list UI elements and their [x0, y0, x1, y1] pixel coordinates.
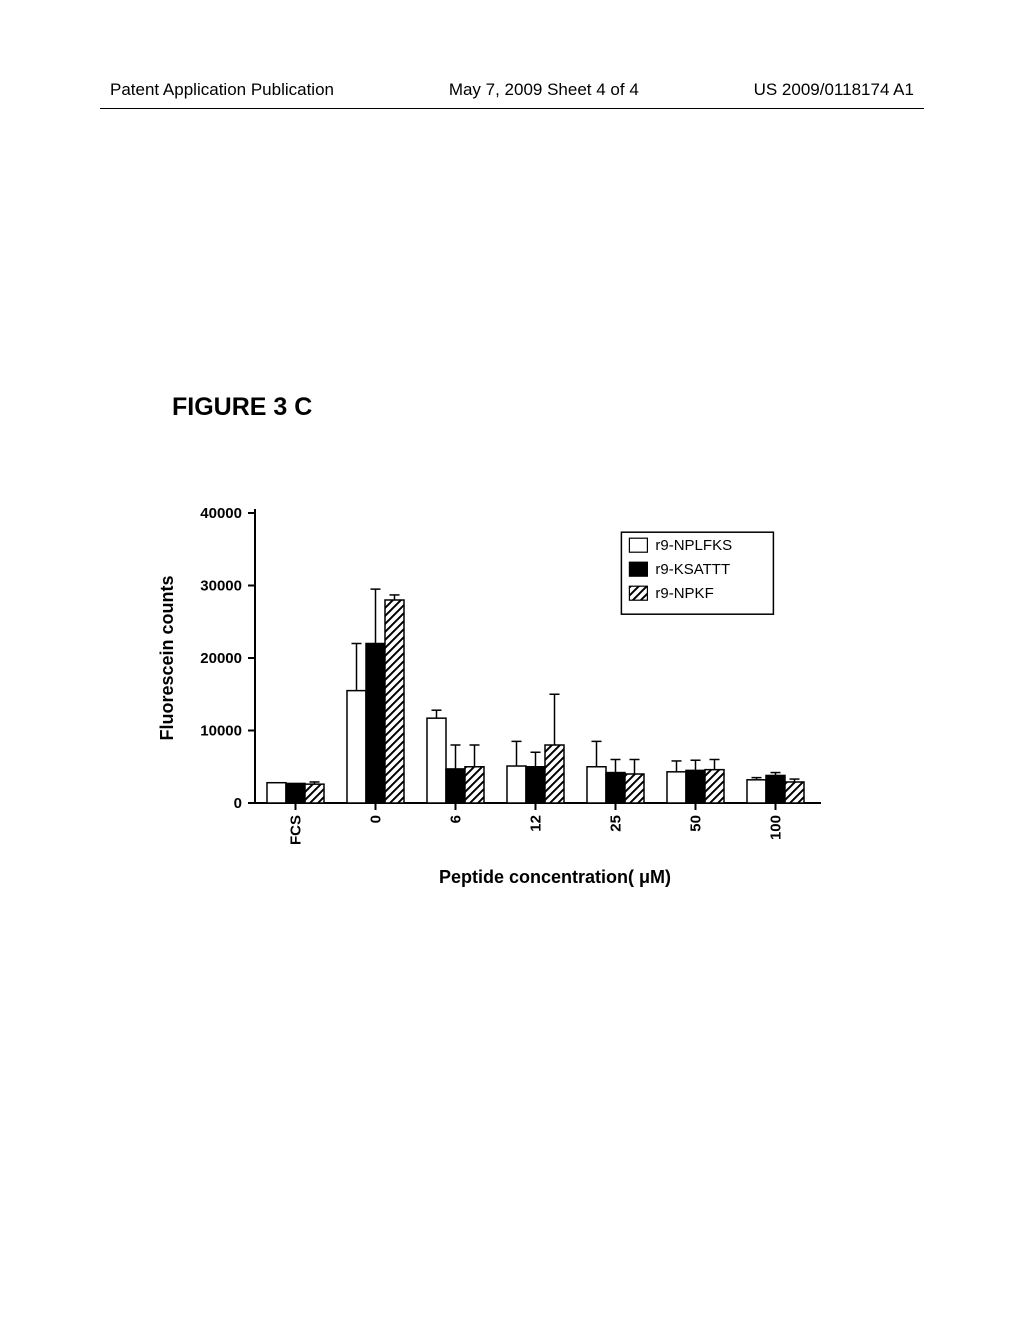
svg-text:r9-KSATTT: r9-KSATTT	[655, 561, 730, 578]
svg-text:r9-NPKF: r9-NPKF	[655, 585, 713, 602]
svg-text:r9-NPLFKS: r9-NPLFKS	[655, 537, 732, 554]
svg-text:25: 25	[608, 815, 625, 832]
svg-text:Peptide concentration( μM): Peptide concentration( μM)	[439, 867, 671, 887]
page-header: Patent Application Publication May 7, 20…	[0, 80, 1024, 100]
svg-text:12: 12	[528, 815, 545, 832]
figure-label: FIGURE 3 C	[172, 393, 312, 422]
svg-text:50: 50	[688, 815, 705, 832]
svg-text:6: 6	[448, 815, 465, 823]
bar-chart: 0 10000 20000 30000 40000 Fluorescein counts F…	[140, 493, 860, 943]
header-center: May 7, 2009 Sheet 4 of 4	[449, 80, 639, 100]
header-right: US 2009/0118174 A1	[754, 80, 914, 100]
svg-text:0: 0	[234, 795, 242, 812]
svg-text:30000: 30000	[200, 578, 242, 595]
header-left: Patent Application Publication	[110, 80, 334, 100]
chart-svg: 0 10000 20000 30000 40000 Fluorescein counts F…	[140, 493, 860, 943]
svg-text:10000: 10000	[200, 723, 242, 740]
svg-text:0: 0	[368, 815, 385, 823]
svg-text:Fluorescein counts: Fluorescein counts	[157, 575, 177, 740]
svg-text:100: 100	[768, 815, 785, 840]
svg-text:40000: 40000	[200, 505, 242, 522]
header-rule	[100, 108, 924, 109]
svg-text:FCS: FCS	[288, 815, 305, 845]
svg-text:20000: 20000	[200, 650, 242, 667]
